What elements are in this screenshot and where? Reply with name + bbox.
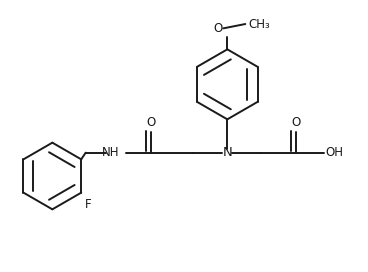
Text: OH: OH — [326, 146, 344, 159]
Text: O: O — [213, 22, 223, 35]
Text: O: O — [291, 116, 300, 129]
Text: CH₃: CH₃ — [248, 17, 270, 30]
Text: NH: NH — [102, 146, 119, 159]
Text: N: N — [222, 146, 232, 159]
Text: F: F — [85, 198, 92, 211]
Text: O: O — [146, 116, 155, 129]
